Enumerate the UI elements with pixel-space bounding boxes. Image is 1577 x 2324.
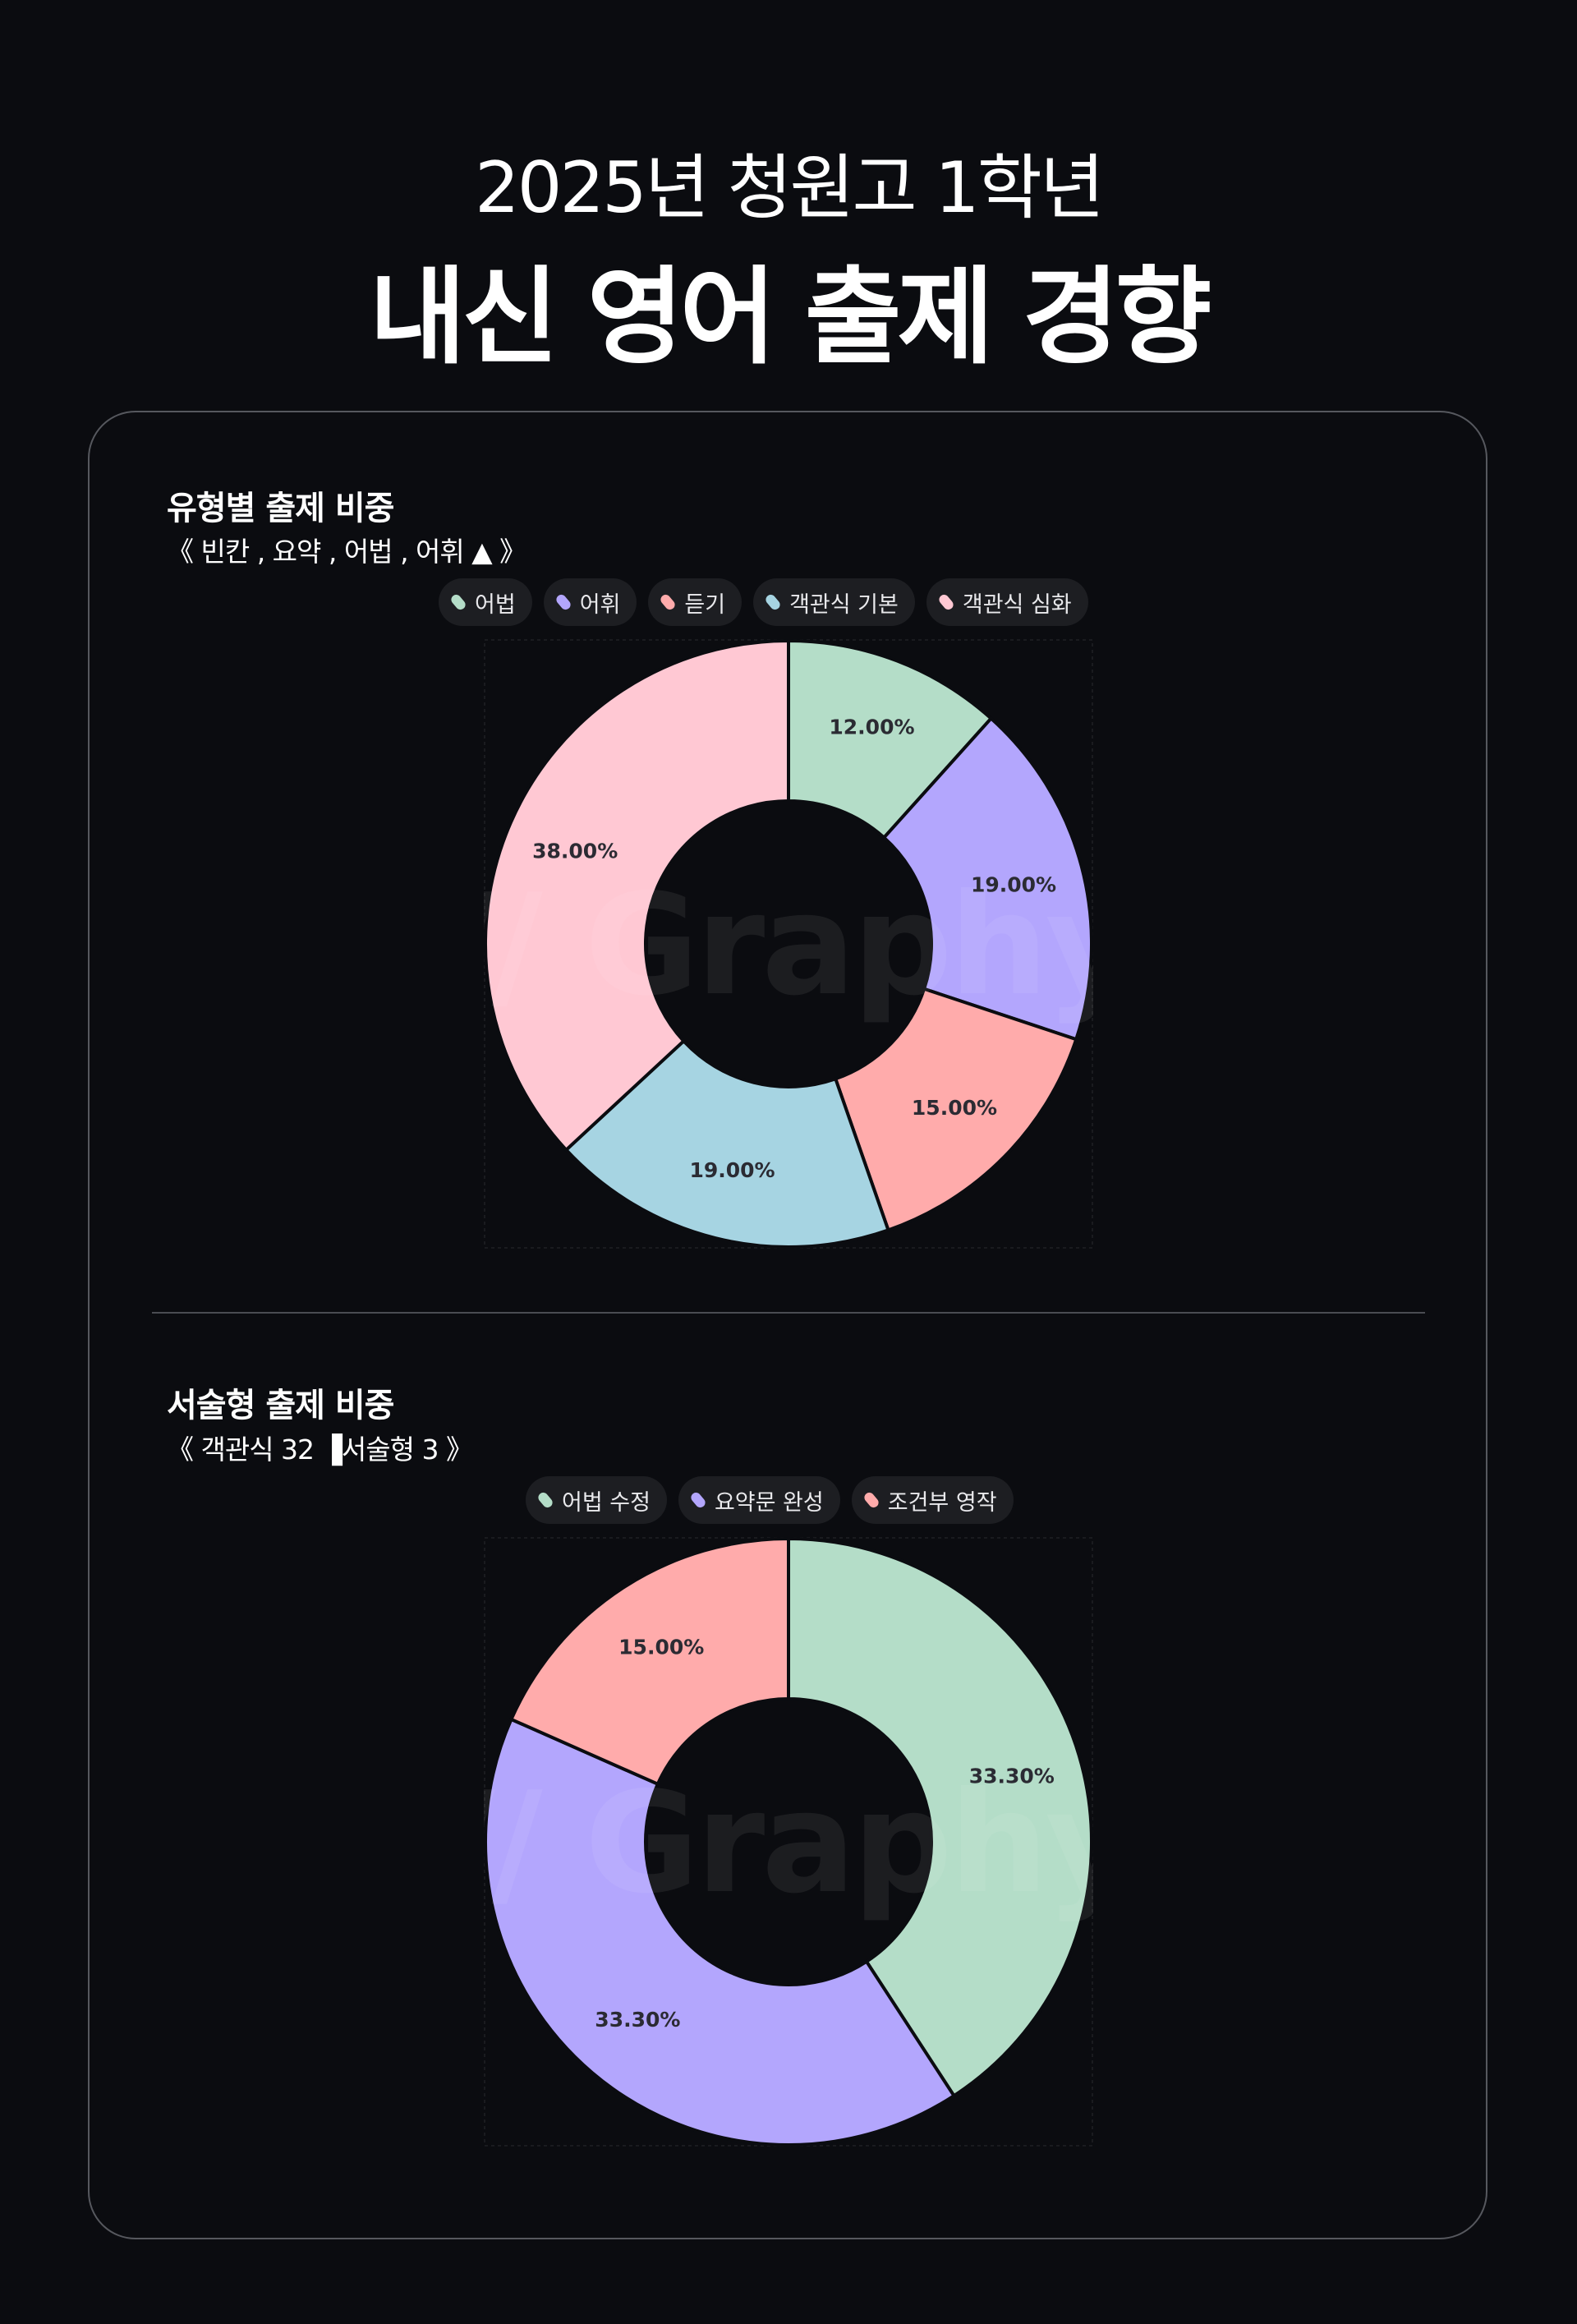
donut-slice[interactable] — [881, 716, 1093, 1042]
donut-slice[interactable] — [484, 639, 790, 1153]
legend-item[interactable]: 듣기 — [648, 578, 743, 626]
legend-swatch — [448, 592, 468, 612]
chart-2-legend: 어법 수정 요약문 완성 조건부 영작 — [526, 1476, 1014, 1524]
legend-item[interactable]: 객관식 심화 — [926, 578, 1088, 626]
legend-swatch — [554, 592, 572, 612]
slice-label: 12.00% — [829, 715, 914, 739]
donut-slice[interactable] — [484, 1717, 957, 2147]
chart-1-donut: // Graphy 12.00% 19.00% 15.00% 19.00% 38.00% — [484, 639, 1093, 1249]
donut-slice[interactable] — [508, 1537, 790, 1787]
donut-slice[interactable] — [787, 639, 994, 840]
legend-swatch — [936, 592, 955, 612]
slice-label: 33.30% — [969, 1764, 1055, 1788]
legend-label: 조건부 영작 — [887, 1489, 997, 1516]
donut-slice[interactable] — [563, 1038, 891, 1249]
slice-label: 15.00% — [618, 1635, 704, 1659]
section-1-title: 유형별 출제 비중 — [167, 490, 394, 527]
legend-swatch — [659, 592, 678, 612]
slice-label: 19.00% — [689, 1158, 775, 1182]
page-subtitle: 2025년 청원고 1학년 — [475, 147, 1105, 229]
section-divider — [152, 1312, 1425, 1314]
page-title: 내신 영어 출제 경향 — [369, 256, 1212, 379]
legend-label: 어법 수정 — [562, 1489, 651, 1516]
watermark: // Graphy — [484, 864, 1093, 1027]
legend-item[interactable]: 어휘 — [543, 578, 637, 626]
legend-swatch — [862, 1490, 880, 1510]
legend-item[interactable]: 요약문 완성 — [678, 1476, 840, 1524]
legend-swatch — [764, 592, 783, 612]
legend-label: 어법 — [475, 591, 516, 618]
legend-label: 어휘 — [579, 591, 621, 618]
slice-label: 38.00% — [532, 840, 618, 863]
section-2-note: 《 객관식 32 ▐서술형 3 》 — [167, 1434, 473, 1466]
legend-label: 객관식 기본 — [789, 591, 899, 618]
legend-item[interactable]: 객관식 기본 — [753, 578, 915, 626]
legend-swatch — [688, 1490, 707, 1510]
section-1-note: 《 빈칸 , 요약 , 어법 , 어휘 ▲ 》 — [167, 536, 526, 568]
legend-item[interactable]: 조건부 영작 — [851, 1476, 1014, 1524]
slice-label: 15.00% — [912, 1096, 997, 1120]
donut-slice[interactable] — [833, 987, 1078, 1232]
legend-item[interactable]: 어법 — [439, 578, 532, 626]
legend-label: 듣기 — [684, 591, 726, 618]
legend-label: 객관식 심화 — [962, 591, 1072, 618]
slice-label: 33.30% — [595, 2008, 680, 2032]
legend-item[interactable]: 어법 수정 — [526, 1476, 667, 1524]
donut-slice[interactable] — [787, 1537, 1093, 2098]
legend-label: 요약문 완성 — [714, 1489, 824, 1516]
legend-swatch — [536, 1490, 555, 1510]
slice-label: 19.00% — [971, 872, 1056, 896]
section-2-title: 서술형 출제 비중 — [167, 1387, 394, 1424]
chart-1-legend: 어법 어휘 듣기 객관식 기본 객관식 심화 — [439, 578, 1088, 626]
watermark: // Graphy — [484, 1762, 1093, 1925]
